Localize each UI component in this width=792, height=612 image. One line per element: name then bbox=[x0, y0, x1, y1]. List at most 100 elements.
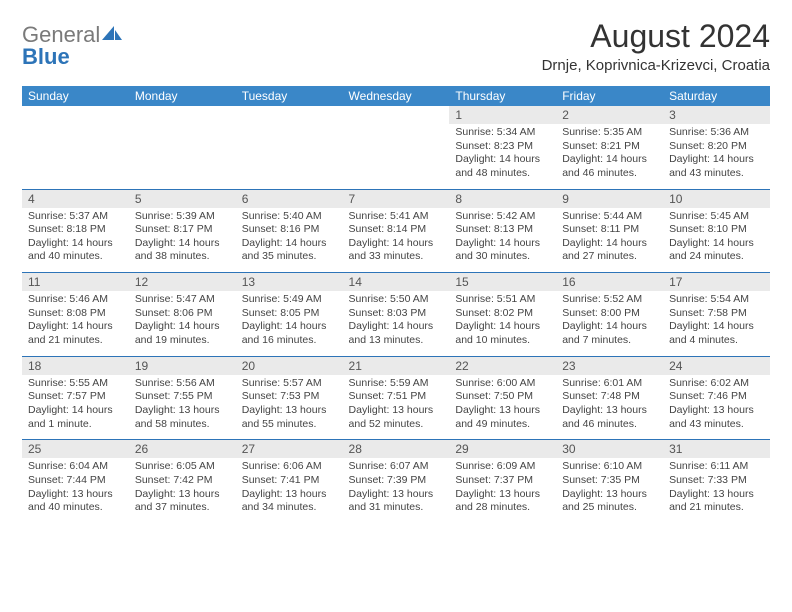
day-details-cell: Sunrise: 5:42 AMSunset: 8:13 PMDaylight:… bbox=[449, 208, 556, 273]
day-number-cell: 1 bbox=[449, 106, 556, 124]
sunset-text: Sunset: 8:18 PM bbox=[28, 223, 123, 237]
daylight-text: Daylight: 14 hours and 46 minutes. bbox=[562, 153, 657, 180]
day-details-cell: Sunrise: 5:35 AMSunset: 8:21 PMDaylight:… bbox=[556, 124, 663, 189]
dow-tuesday: Tuesday bbox=[236, 86, 343, 106]
day-details-cell: Sunrise: 6:05 AMSunset: 7:42 PMDaylight:… bbox=[129, 458, 236, 523]
day-number-cell: 3 bbox=[663, 106, 770, 124]
day-details-cell: Sunrise: 6:11 AMSunset: 7:33 PMDaylight:… bbox=[663, 458, 770, 523]
sunset-text: Sunset: 8:05 PM bbox=[242, 307, 337, 321]
sunset-text: Sunset: 7:41 PM bbox=[242, 474, 337, 488]
sunrise-text: Sunrise: 6:02 AM bbox=[669, 377, 764, 391]
day-number-cell: 26 bbox=[129, 440, 236, 458]
sunset-text: Sunset: 7:33 PM bbox=[669, 474, 764, 488]
sunrise-text: Sunrise: 6:01 AM bbox=[562, 377, 657, 391]
day-number-cell: 25 bbox=[22, 440, 129, 458]
day-details-cell: Sunrise: 5:51 AMSunset: 8:02 PMDaylight:… bbox=[449, 291, 556, 356]
day-number-cell bbox=[343, 106, 450, 124]
day-number-cell: 23 bbox=[556, 357, 663, 375]
sunset-text: Sunset: 7:42 PM bbox=[135, 474, 230, 488]
daylight-text: Daylight: 13 hours and 46 minutes. bbox=[562, 404, 657, 431]
day-details-row: Sunrise: 6:04 AMSunset: 7:44 PMDaylight:… bbox=[22, 458, 770, 523]
day-details-cell bbox=[22, 124, 129, 189]
day-number-cell: 20 bbox=[236, 357, 343, 375]
day-number-cell: 22 bbox=[449, 357, 556, 375]
daylight-text: Daylight: 14 hours and 30 minutes. bbox=[455, 237, 550, 264]
sunrise-text: Sunrise: 5:47 AM bbox=[135, 293, 230, 307]
daylight-text: Daylight: 14 hours and 13 minutes. bbox=[349, 320, 444, 347]
sunrise-text: Sunrise: 5:55 AM bbox=[28, 377, 123, 391]
day-number-cell: 5 bbox=[129, 190, 236, 208]
day-number-cell: 14 bbox=[343, 273, 450, 291]
sunrise-text: Sunrise: 5:54 AM bbox=[669, 293, 764, 307]
sunrise-text: Sunrise: 6:10 AM bbox=[562, 460, 657, 474]
day-number-cell: 13 bbox=[236, 273, 343, 291]
daylight-text: Daylight: 13 hours and 28 minutes. bbox=[455, 488, 550, 515]
daylight-text: Daylight: 14 hours and 1 minute. bbox=[28, 404, 123, 431]
page-header: General Blue August 2024 Drnje, Koprivni… bbox=[22, 18, 770, 74]
day-number-cell: 4 bbox=[22, 190, 129, 208]
dow-saturday: Saturday bbox=[663, 86, 770, 106]
logo-text-blue: Blue bbox=[22, 46, 122, 68]
sunrise-text: Sunrise: 5:35 AM bbox=[562, 126, 657, 140]
sunrise-text: Sunrise: 5:59 AM bbox=[349, 377, 444, 391]
daylight-text: Daylight: 13 hours and 37 minutes. bbox=[135, 488, 230, 515]
day-details-cell: Sunrise: 5:54 AMSunset: 7:58 PMDaylight:… bbox=[663, 291, 770, 356]
day-number-cell bbox=[236, 106, 343, 124]
daylight-text: Daylight: 14 hours and 33 minutes. bbox=[349, 237, 444, 264]
sunset-text: Sunset: 8:16 PM bbox=[242, 223, 337, 237]
day-details-cell: Sunrise: 5:50 AMSunset: 8:03 PMDaylight:… bbox=[343, 291, 450, 356]
sunrise-text: Sunrise: 5:56 AM bbox=[135, 377, 230, 391]
daylight-text: Daylight: 13 hours and 21 minutes. bbox=[669, 488, 764, 515]
sunset-text: Sunset: 8:00 PM bbox=[562, 307, 657, 321]
day-number-cell: 30 bbox=[556, 440, 663, 458]
day-details-cell: Sunrise: 5:40 AMSunset: 8:16 PMDaylight:… bbox=[236, 208, 343, 273]
sunset-text: Sunset: 8:20 PM bbox=[669, 140, 764, 154]
sunset-text: Sunset: 8:21 PM bbox=[562, 140, 657, 154]
daylight-text: Daylight: 14 hours and 24 minutes. bbox=[669, 237, 764, 264]
sunset-text: Sunset: 7:57 PM bbox=[28, 390, 123, 404]
sunrise-text: Sunrise: 6:04 AM bbox=[28, 460, 123, 474]
day-details-cell: Sunrise: 5:39 AMSunset: 8:17 PMDaylight:… bbox=[129, 208, 236, 273]
day-details-cell: Sunrise: 6:06 AMSunset: 7:41 PMDaylight:… bbox=[236, 458, 343, 523]
day-details-cell: Sunrise: 5:57 AMSunset: 7:53 PMDaylight:… bbox=[236, 375, 343, 440]
day-details-cell bbox=[343, 124, 450, 189]
sunrise-text: Sunrise: 5:50 AM bbox=[349, 293, 444, 307]
brand-logo: General Blue bbox=[22, 24, 122, 68]
sunset-text: Sunset: 8:17 PM bbox=[135, 223, 230, 237]
day-number-row: 11121314151617 bbox=[22, 273, 770, 291]
sunset-text: Sunset: 8:03 PM bbox=[349, 307, 444, 321]
sunset-text: Sunset: 7:44 PM bbox=[28, 474, 123, 488]
sunrise-text: Sunrise: 5:36 AM bbox=[669, 126, 764, 140]
sunrise-text: Sunrise: 5:57 AM bbox=[242, 377, 337, 391]
sunrise-text: Sunrise: 6:00 AM bbox=[455, 377, 550, 391]
day-number-row: 25262728293031 bbox=[22, 440, 770, 458]
sunrise-text: Sunrise: 6:07 AM bbox=[349, 460, 444, 474]
dow-friday: Friday bbox=[556, 86, 663, 106]
title-block: August 2024 Drnje, Koprivnica-Krizevci, … bbox=[542, 18, 770, 74]
day-details-cell: Sunrise: 6:09 AMSunset: 7:37 PMDaylight:… bbox=[449, 458, 556, 523]
day-details-cell: Sunrise: 5:45 AMSunset: 8:10 PMDaylight:… bbox=[663, 208, 770, 273]
day-details-cell: Sunrise: 5:44 AMSunset: 8:11 PMDaylight:… bbox=[556, 208, 663, 273]
daylight-text: Daylight: 14 hours and 16 minutes. bbox=[242, 320, 337, 347]
day-number-cell: 21 bbox=[343, 357, 450, 375]
day-details-cell: Sunrise: 5:49 AMSunset: 8:05 PMDaylight:… bbox=[236, 291, 343, 356]
month-title: August 2024 bbox=[542, 18, 770, 55]
sunset-text: Sunset: 7:53 PM bbox=[242, 390, 337, 404]
sunset-text: Sunset: 8:08 PM bbox=[28, 307, 123, 321]
calendar-table: Sunday Monday Tuesday Wednesday Thursday… bbox=[22, 86, 770, 523]
day-details-cell bbox=[129, 124, 236, 189]
sunrise-text: Sunrise: 5:40 AM bbox=[242, 210, 337, 224]
day-details-cell bbox=[236, 124, 343, 189]
day-details-cell: Sunrise: 5:34 AMSunset: 8:23 PMDaylight:… bbox=[449, 124, 556, 189]
day-number-cell: 28 bbox=[343, 440, 450, 458]
day-number-row: 18192021222324 bbox=[22, 357, 770, 375]
logo-sail-icon bbox=[102, 26, 122, 45]
sunset-text: Sunset: 8:13 PM bbox=[455, 223, 550, 237]
daylight-text: Daylight: 13 hours and 40 minutes. bbox=[28, 488, 123, 515]
sunrise-text: Sunrise: 6:05 AM bbox=[135, 460, 230, 474]
day-details-cell: Sunrise: 5:37 AMSunset: 8:18 PMDaylight:… bbox=[22, 208, 129, 273]
sunset-text: Sunset: 7:39 PM bbox=[349, 474, 444, 488]
sunset-text: Sunset: 8:10 PM bbox=[669, 223, 764, 237]
day-number-cell: 6 bbox=[236, 190, 343, 208]
daylight-text: Daylight: 14 hours and 38 minutes. bbox=[135, 237, 230, 264]
